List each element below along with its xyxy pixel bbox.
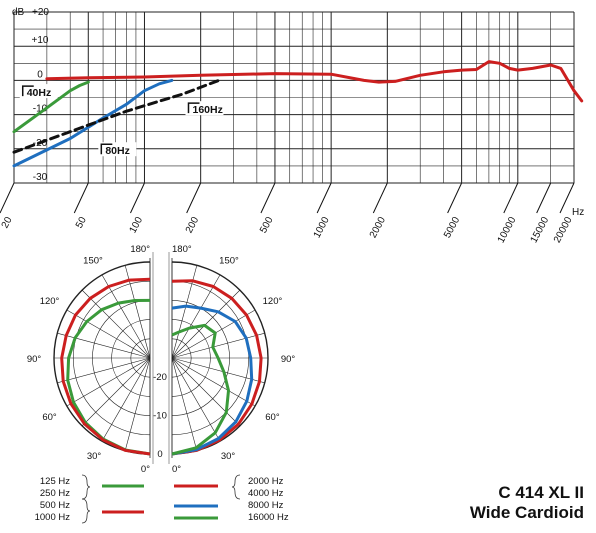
annotation-bg — [19, 84, 58, 99]
series-line — [12, 80, 90, 134]
angle-label: 90° — [281, 354, 296, 365]
pattern-name: Wide Cardioid — [469, 503, 584, 522]
angle-label: 120° — [263, 296, 283, 307]
polar-spoke — [171, 357, 221, 442]
x-tick-line — [130, 182, 145, 214]
x-tick-line — [559, 182, 575, 214]
polar-spoke — [101, 357, 151, 442]
polar-series — [171, 304, 254, 456]
y-tick-label: +20 — [32, 7, 49, 18]
x-axis-label: Hz — [572, 207, 584, 218]
x-tick-line — [186, 182, 202, 214]
model-name: C 414 XL II — [498, 483, 584, 502]
y-tick-label: +10 — [32, 35, 49, 46]
x-tick-line — [536, 182, 552, 214]
series-line — [45, 60, 584, 103]
legend-label: 500 Hz — [40, 500, 70, 511]
series-line — [12, 78, 174, 168]
annotation-bracket — [21, 85, 34, 97]
angle-label: 60° — [42, 412, 57, 423]
x-tick-line — [0, 182, 15, 214]
x-tick-label: 2000 — [368, 215, 388, 240]
polar-spoke — [101, 274, 151, 359]
radial-label: -10 — [153, 411, 167, 422]
legend-label: 125 Hz — [40, 476, 70, 487]
angle-label: 150° — [219, 255, 239, 266]
polar-spoke — [81, 289, 151, 359]
x-tick-label: 20000 — [552, 215, 575, 245]
annotation-bracket — [187, 102, 200, 114]
x-tick-line — [73, 182, 89, 214]
angle-label: 30° — [87, 451, 102, 462]
angle-label: 0° — [141, 464, 150, 475]
legend-label: 250 Hz — [40, 488, 70, 499]
radial-label: 0 — [157, 449, 162, 460]
x-tick-line — [447, 182, 463, 214]
angle-label: 180° — [172, 244, 192, 255]
polar-spoke — [171, 357, 265, 384]
angle-label: 60° — [265, 412, 280, 423]
polar-spoke — [57, 332, 151, 359]
polar-separator — [151, 250, 171, 464]
legend-label: 1000 Hz — [35, 512, 71, 523]
x-tick-label: 10000 — [496, 215, 519, 245]
polar-spoke — [81, 357, 151, 427]
annotation-bg — [98, 142, 137, 157]
y-tick-label: -10 — [33, 104, 48, 115]
angle-label: 180° — [130, 244, 150, 255]
legend-label: 16000 Hz — [248, 512, 289, 523]
angle-label: 90° — [27, 354, 42, 365]
polar-spoke — [171, 357, 198, 451]
polar-series — [171, 323, 230, 456]
polar-spoke — [57, 357, 151, 384]
y-unit-label: dB — [12, 7, 25, 18]
polar-series — [60, 277, 151, 456]
polar-spoke — [171, 332, 265, 359]
polar-spoke — [66, 357, 151, 407]
series-line — [12, 78, 221, 154]
x-tick-label: 15000 — [529, 215, 552, 245]
annotation-label: 160Hz — [192, 104, 222, 116]
polar-spoke — [124, 357, 151, 451]
polar-spoke — [171, 357, 256, 407]
x-tick-line — [316, 182, 332, 214]
polar-spoke — [171, 265, 198, 359]
annotation-label: 40Hz — [27, 87, 52, 99]
x-tick-line — [503, 182, 519, 214]
polar-series — [171, 279, 263, 456]
polar-spoke — [171, 357, 241, 427]
legend-label: 4000 Hz — [248, 488, 284, 499]
legend-brace — [81, 474, 91, 500]
y-tick-label: -30 — [33, 172, 48, 183]
x-tick-label: 1000 — [312, 215, 332, 240]
x-tick-label: 20 — [0, 215, 15, 230]
x-tick-label: 5000 — [442, 215, 462, 240]
radial-label: -20 — [153, 372, 167, 383]
x-tick-label: 100 — [128, 215, 146, 235]
x-tick-label: 50 — [74, 215, 89, 230]
legend-brace — [231, 474, 241, 500]
x-tick-label: 200 — [184, 215, 202, 235]
angle-label: 150° — [83, 255, 103, 266]
annotation-label: 80Hz — [105, 145, 130, 157]
legend-brace — [81, 498, 91, 524]
polar-spoke — [66, 309, 151, 359]
legend-label: 2000 Hz — [248, 476, 284, 487]
polar-spoke — [171, 274, 221, 359]
annotation-bg — [185, 101, 224, 116]
polar-series — [66, 298, 151, 456]
polar-spoke — [171, 289, 241, 359]
legend-label: 8000 Hz — [248, 500, 284, 511]
angle-label: 0° — [172, 464, 181, 475]
x-tick-line — [260, 182, 276, 214]
x-tick-line — [372, 182, 388, 214]
angle-label: 120° — [40, 296, 60, 307]
y-tick-label: 0 — [37, 69, 43, 80]
annotation-bracket — [100, 143, 113, 155]
x-tick-label: 500 — [258, 215, 276, 235]
angle-label: 30° — [221, 451, 236, 462]
